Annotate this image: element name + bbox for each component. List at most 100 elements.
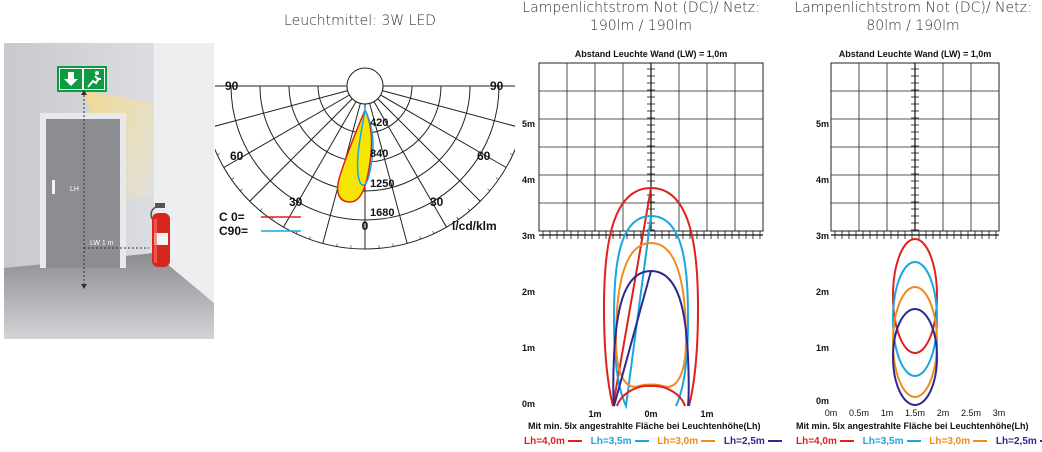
polar-tick (231, 177, 235, 180)
panel2-contours (892, 238, 938, 406)
radial-label-1680: 1680 (370, 207, 394, 219)
polar-spoke (223, 94, 350, 168)
panel2-xtick-2-5m: 2.5m (961, 408, 981, 418)
panel2-contour-lh-4-0 (892, 238, 938, 354)
panel1-ytick-0m: 0m (522, 399, 535, 409)
panel2-contour-lh-2-5 (892, 308, 938, 406)
polar-spoke (382, 90, 515, 127)
panel2-legend-lh-4-0: Lh=4,0m (796, 436, 837, 447)
polar-title: Leuchtmittel: 3W LED (284, 13, 436, 29)
radial-label-840: 840 (370, 148, 388, 160)
panel1-legend-lh-3-5: Lh=3,5m (590, 436, 632, 447)
panel2-xtick-1-5m: 1.5m (905, 408, 925, 418)
panel1-header: Abstand Leuchte Wand (LW) = 1,0m (575, 49, 727, 59)
panel2-caption: Mit min. 5lx angestrahlte Fläche bei Leu… (796, 421, 1029, 431)
panel2-ytick-5m: 5m (816, 119, 829, 129)
polar-legend-c0-label: C 0= (219, 210, 245, 224)
radial-label-420: 420 (370, 117, 388, 129)
panel1-contour-lh-3-5 (612, 214, 690, 410)
panel2-xtick-2m: 2m (937, 408, 950, 418)
polar-spoke (249, 98, 353, 202)
polar-unit-label: l/cd/klm (452, 219, 497, 233)
polar-spoke (380, 94, 507, 168)
polar-tick (432, 230, 435, 234)
angle-label-right-30: 30 (430, 195, 444, 209)
polar-tick (308, 236, 311, 240)
panel2-xtick-0-5m: 0.5m (849, 408, 869, 418)
panel2-xtick-1m: 1m (881, 408, 894, 418)
angle-label-left-60: 60 (230, 149, 244, 163)
panel1-contour-lh-2-5 (612, 269, 690, 407)
panel2-legend-lh-3-0: Lh=3,0m (929, 436, 971, 447)
panel2-title-line2: 80lm / 190lm (866, 18, 960, 34)
polar-spoke (373, 101, 447, 228)
polar-tick (259, 208, 263, 212)
angle-label-left-90: 90 (225, 79, 239, 93)
polar-spoke (215, 90, 348, 127)
polar-tick (392, 243, 394, 247)
polar-center-circle (346, 67, 384, 105)
polar-tick (239, 188, 243, 192)
panel1-legend: Lh=4,0m Lh=3,5m Lh=3,0m Lh=2,5m (524, 436, 788, 447)
panel1-xtick-0m: 0m (644, 409, 657, 419)
panel1-caption: Mit min. 5lx angestrahlte Fläche bei Leu… (528, 421, 761, 431)
panel1-ytick-5m: 5m (522, 119, 535, 129)
radial-label-1250: 1250 (370, 178, 394, 190)
polar-tick (503, 165, 507, 168)
polar-legend-c90-label: C90= (219, 224, 248, 238)
panel1-ytick-2m: 2m (522, 287, 535, 297)
panel2-legend-lh-2-5: Lh=2,5m (995, 436, 1037, 447)
curve-c0 (336, 108, 373, 203)
polar-curves (336, 107, 374, 203)
polar-tick (336, 243, 338, 247)
scene-illustration: LH LW 1 m (4, 43, 214, 339)
panel1-legend-lh-3-0: Lh=3,0m (657, 436, 699, 447)
panel2-legend: Lh=4,0m Lh=3,5m Lh=3,0m Lh=2,5m (796, 436, 1042, 447)
fire-extinguisher-icon (150, 203, 170, 267)
panel2-grid (830, 62, 1000, 239)
door (46, 119, 120, 268)
polar-tick (487, 188, 491, 192)
door-handle (52, 180, 55, 194)
side-wall (154, 43, 214, 339)
panel2-ytick-0m: 0m (816, 396, 829, 406)
angle-label-left-30: 30 (289, 195, 303, 209)
polar-tick (322, 240, 324, 244)
panel2-ytick-2m: 2m (816, 287, 829, 297)
polar-spoke (377, 98, 481, 202)
panel2-contour-lh-3-0 (892, 286, 938, 398)
angle-label-right-60: 60 (477, 149, 491, 163)
floor (4, 253, 214, 339)
distance-label: LW 1 m (90, 240, 114, 247)
panel1-legend-lh-2-5: Lh=2,5m (723, 436, 765, 447)
polar-tick (406, 240, 408, 244)
polar-spoke (369, 103, 408, 244)
polar-tick (419, 236, 422, 240)
panel1-legend-lh-4-0: Lh=4,0m (524, 436, 565, 447)
panel2-contour-lh-3-5 (892, 261, 938, 377)
polar-tick (223, 165, 227, 168)
polar-tick (217, 153, 221, 156)
polar-tick (509, 153, 513, 156)
curve-c90 (356, 107, 374, 186)
panel1-grid (538, 62, 764, 239)
panel1-chart: Abstand Leuchte Wand (LW) = 1,0m 5m 4m 3… (522, 49, 764, 419)
panel1-xtick-left-1m: 1m (588, 409, 601, 419)
polar-tick (283, 224, 286, 228)
panel2-xtick-0m: 0m (825, 408, 838, 418)
angle-label-right-90: 90 (490, 79, 504, 93)
polar-tick (495, 177, 499, 180)
panel1-contours (602, 186, 700, 410)
panel1-contour-lh-4-0 (602, 186, 700, 407)
panel1-ytick-1m: 1m (522, 343, 535, 353)
panel2-ytick-3m: 3m (816, 231, 829, 241)
panel2-chart: Abstand Leuchte Wand (LW) = 1,0m 5m 4m 3… (816, 49, 1005, 418)
panel1-ytick-4m: 4m (522, 175, 535, 185)
angle-label-zero: 0 (362, 219, 369, 233)
polar-tick (456, 216, 459, 220)
panel1-xtick-right-1m: 1m (700, 409, 713, 419)
polar-tick (444, 224, 447, 228)
panel1-title-line1: Lampenlichtstrom Not (DC)/ Netz: (522, 0, 760, 16)
polar-diagram: 90 90 60 60 30 30 0 420 840 1250 1680 l/… (215, 67, 515, 250)
panel1-title-line2: 190lm / 190lm (589, 18, 693, 34)
